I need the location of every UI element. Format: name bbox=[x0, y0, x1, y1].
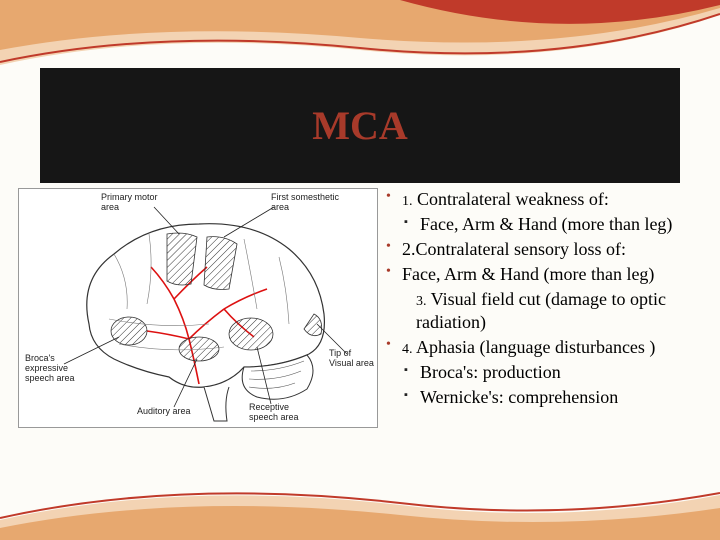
label-primary-motor: Primary motorarea bbox=[101, 193, 158, 213]
brain-diagram: Primary motorarea First somestheticarea … bbox=[18, 188, 378, 428]
label-auditory: Auditory area bbox=[137, 407, 191, 417]
title-band: MCA bbox=[40, 68, 680, 183]
bullet-4-sub-2: Wernicke's: comprehension bbox=[384, 386, 702, 409]
label-visual: Tip ofVisual area bbox=[329, 349, 374, 369]
label-receptive: Receptivespeech area bbox=[249, 403, 299, 423]
bullet-1: 1. Contralateral weakness of: bbox=[384, 188, 702, 211]
bullet-4-sub-1: Broca's: production bbox=[384, 361, 702, 384]
bullet-2: 2.Contralateral sensory loss of: bbox=[384, 238, 702, 261]
bullet-1-sub-1: Face, Arm & Hand (more than leg) bbox=[384, 213, 702, 236]
label-somesthetic: First somestheticarea bbox=[271, 193, 339, 213]
bullet-4: 4. Aphasia (language disturbances ) bbox=[384, 336, 702, 359]
bullet-3: Face, Arm & Hand (more than leg) bbox=[384, 263, 702, 286]
bullet-3-sub: 3. Visual field cut (damage to optic rad… bbox=[384, 288, 702, 334]
slide-title: MCA bbox=[312, 102, 408, 149]
label-brocas: Broca'sexpressivespeech area bbox=[25, 354, 75, 384]
content-area: Primary motorarea First somestheticarea … bbox=[18, 188, 702, 530]
bullet-list: 1. Contralateral weakness of: Face, Arm … bbox=[378, 188, 702, 530]
